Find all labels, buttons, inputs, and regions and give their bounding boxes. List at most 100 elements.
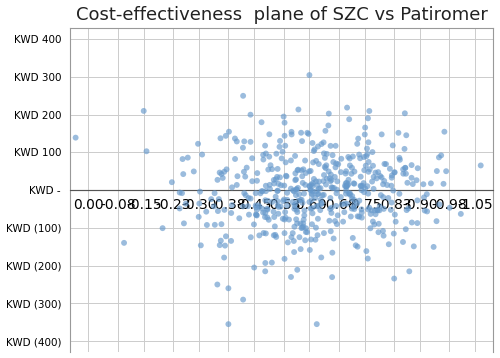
Point [390,276,398,281]
Point [288,230,296,236]
Point [279,216,287,222]
Point [305,169,313,174]
Point [298,200,306,206]
Point [306,184,314,189]
Point [178,156,186,162]
Point [296,197,304,203]
Point [345,116,353,122]
Point [292,176,300,182]
Point [401,165,409,171]
Point [322,128,330,134]
Point [414,198,422,203]
Point [292,217,300,222]
Point [308,183,316,189]
Point [408,220,416,226]
Point [314,216,322,222]
Point [380,233,388,238]
Point [217,238,225,243]
Point [414,165,422,171]
Point [342,188,350,193]
Point [220,169,228,175]
Point [236,216,244,221]
Point [372,211,380,217]
Point [343,105,351,111]
Point [197,242,205,248]
Point [274,203,281,208]
Point [215,196,223,202]
Point [288,132,296,137]
Point [227,210,235,216]
Point [326,228,334,234]
Point [380,178,388,184]
Point [248,178,256,184]
Point [446,205,454,211]
Point [366,166,374,172]
Point [298,168,306,173]
Point [380,206,388,212]
Point [310,176,318,182]
Point [296,221,304,226]
Point [239,203,247,209]
Point [346,156,354,161]
Point [354,244,362,250]
Point [328,152,336,158]
Point [401,110,409,116]
Point [220,255,228,260]
Point [312,178,320,184]
Point [308,205,316,211]
Point [290,249,298,255]
Point [312,225,320,231]
Point [291,153,299,159]
Point [326,178,334,184]
Point [302,182,310,188]
Point [350,204,358,210]
Point [313,321,321,327]
Point [384,195,392,201]
Point [476,163,484,168]
Point [310,148,318,154]
Point [276,144,283,150]
Point [233,182,241,188]
Point [270,181,278,187]
Point [349,235,357,241]
Point [282,174,290,179]
Point [280,230,288,236]
Point [253,178,261,184]
Point [436,202,444,207]
Point [290,238,298,244]
Point [316,185,324,191]
Point [216,170,224,175]
Point [348,196,356,202]
Point [432,218,440,224]
Point [300,217,308,223]
Point [266,186,274,192]
Point [218,171,226,177]
Point [440,181,448,187]
Point [304,130,312,136]
Point [391,212,399,217]
Point [315,179,323,184]
Point [379,194,387,200]
Point [256,190,264,196]
Point [389,188,397,193]
Point [306,168,314,174]
Point [314,144,322,149]
Point [328,250,336,256]
Point [350,197,358,203]
Point [362,163,370,169]
Point [312,158,320,164]
Point [366,211,374,217]
Point [457,211,465,217]
Point [263,214,271,220]
Point [388,183,396,189]
Point [266,182,274,188]
Point [274,198,281,204]
Point [361,125,369,130]
Point [366,226,374,231]
Point [180,221,188,226]
Point [315,161,323,167]
Point [259,210,267,216]
Point [366,108,374,114]
Point [276,174,284,180]
Point [301,237,309,243]
